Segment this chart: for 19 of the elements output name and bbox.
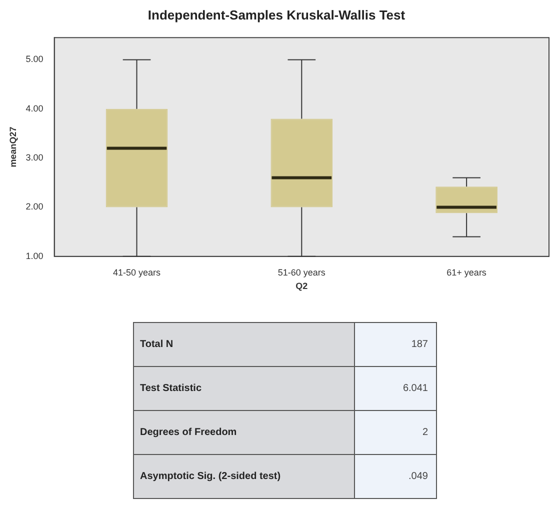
chart-title: Independent-Samples Kruskal-Wallis Test	[148, 7, 406, 22]
text: 187	[354, 322, 436, 366]
text: Test Statistic	[134, 366, 354, 410]
y-tick-label: 5.00	[26, 54, 44, 64]
y-tick-label: 1.00	[26, 250, 44, 261]
text: .049	[354, 454, 436, 498]
text: Degrees of Freedom	[134, 410, 354, 454]
x-tick-label: 61+ years	[446, 267, 487, 278]
text: 2	[354, 410, 436, 454]
y-tick-label: 4.00	[26, 103, 44, 114]
y-tick-label: 2.00	[26, 202, 44, 212]
y-tick-label: 3.00	[26, 152, 44, 163]
text: Total N	[134, 322, 354, 366]
text: Asymptotic Sig. (2-sided test)	[134, 454, 354, 498]
x-tick-label: 41-50 years	[113, 267, 162, 278]
y-axis-title: meanQ27	[8, 126, 18, 168]
text: 6.041	[354, 366, 436, 410]
x-axis-title: Q2	[296, 281, 308, 292]
x-tick-label: 51-60 years	[278, 267, 326, 278]
